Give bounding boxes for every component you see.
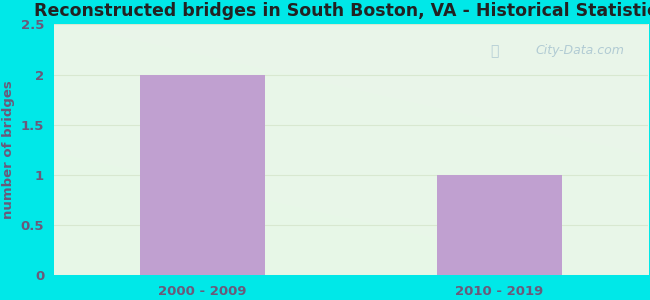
Bar: [437, 175, 562, 275]
Bar: [140, 75, 265, 275]
Y-axis label: number of bridges: number of bridges: [2, 80, 15, 219]
Text: City-Data.com: City-Data.com: [536, 44, 624, 58]
Title: Reconstructed bridges in South Boston, VA - Historical Statistics: Reconstructed bridges in South Boston, V…: [34, 2, 650, 20]
Text: ⦿: ⦿: [491, 44, 499, 58]
